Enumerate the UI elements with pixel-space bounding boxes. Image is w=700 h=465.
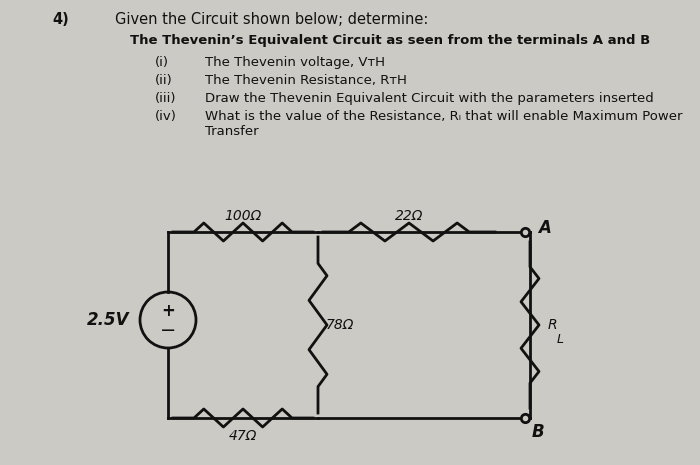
Text: (i): (i) <box>155 56 169 69</box>
Text: 47Ω: 47Ω <box>229 429 257 443</box>
Text: (iv): (iv) <box>155 110 177 123</box>
Text: 78Ω: 78Ω <box>326 318 354 332</box>
Text: −: − <box>160 320 176 339</box>
Text: 22Ω: 22Ω <box>395 209 424 223</box>
Text: +: + <box>161 302 175 320</box>
Text: R: R <box>547 318 556 332</box>
Text: A: A <box>538 219 551 237</box>
Text: The Thevenin Resistance, RᴛH: The Thevenin Resistance, RᴛH <box>205 74 407 87</box>
Text: (ii): (ii) <box>155 74 173 87</box>
Text: The Thevenin voltage, VᴛH: The Thevenin voltage, VᴛH <box>205 56 385 69</box>
Text: (iii): (iii) <box>155 92 176 105</box>
Text: 2.5V: 2.5V <box>87 311 130 329</box>
Text: Draw the Thevenin Equivalent Circuit with the parameters inserted: Draw the Thevenin Equivalent Circuit wit… <box>205 92 654 105</box>
Text: The Thevenin’s Equivalent Circuit as seen from the terminals A and B: The Thevenin’s Equivalent Circuit as see… <box>130 34 650 47</box>
Text: L: L <box>556 332 564 345</box>
Text: 100Ω: 100Ω <box>225 209 262 223</box>
Text: B: B <box>532 423 545 441</box>
Text: 4): 4) <box>52 12 69 27</box>
Text: What is the value of the Resistance, Rₗ that will enable Maximum Power
Transfer: What is the value of the Resistance, Rₗ … <box>205 110 682 138</box>
Text: Given the Circuit shown below; determine:: Given the Circuit shown below; determine… <box>115 12 428 27</box>
